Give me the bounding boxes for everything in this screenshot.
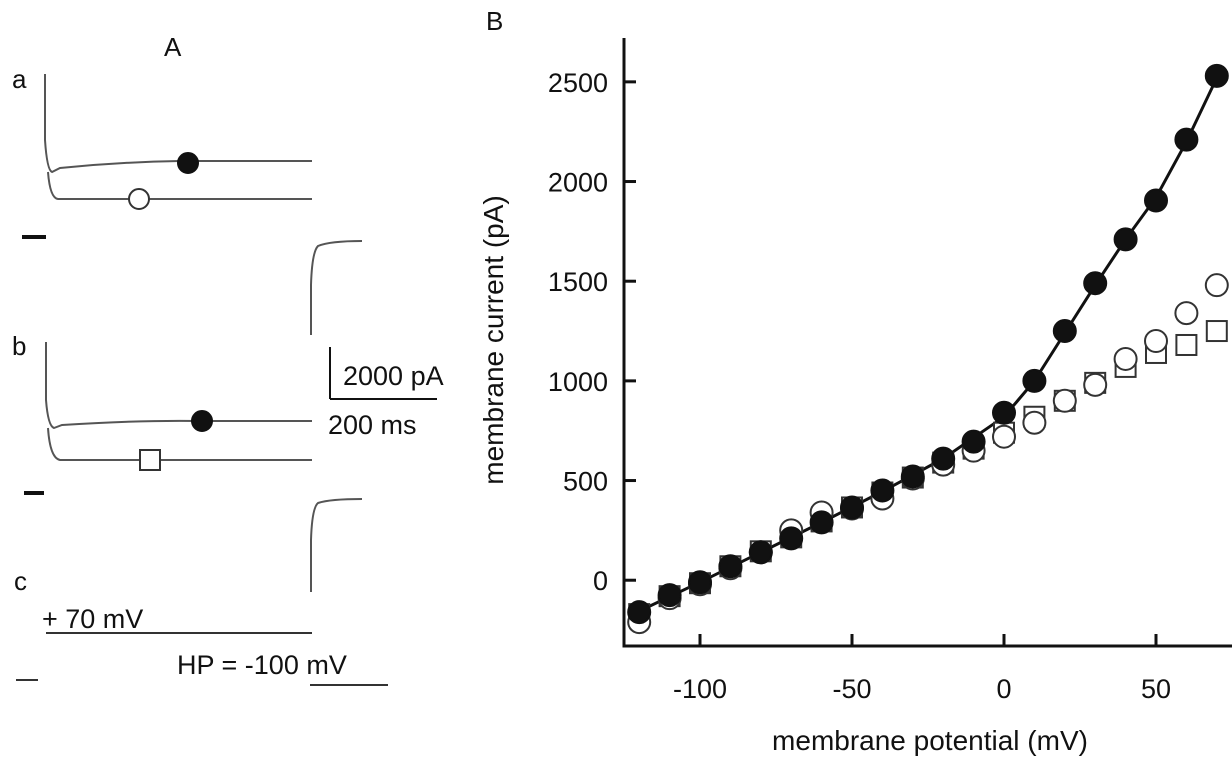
trace-a-upper: [44, 74, 312, 174]
x-tick-label: -50: [832, 674, 871, 704]
filled-circle-point: [748, 540, 773, 565]
trace-a-lower: [47, 171, 312, 200]
trace-b-upper: [45, 342, 312, 430]
open-circle-point: [1083, 372, 1108, 397]
filled-circle-point: [900, 464, 925, 489]
panel-b-letter: B: [486, 6, 503, 36]
filled-circle-point: [870, 478, 895, 503]
x-tick-label: -100: [673, 674, 727, 704]
filled-circle-point: [992, 400, 1016, 425]
y-tick-label: 2000: [548, 168, 608, 198]
y-axis-title: membrane current (pA): [478, 195, 509, 484]
trace-b-label: b: [12, 331, 26, 361]
data-points: [627, 63, 1229, 635]
trace-b-lower: [47, 427, 312, 461]
open-circle-point: [1174, 301, 1199, 326]
trace-b-filled-circle-marker: [191, 410, 213, 432]
filled-circle-point: [688, 570, 712, 595]
voltage-step-label: + 70 mV: [42, 604, 143, 634]
filled-circle-point: [657, 583, 682, 608]
open-square-point: [1205, 320, 1228, 343]
open-circle-point: [1204, 273, 1229, 298]
panel-a: A a b c 2000 pA 200 ms + 70 mV HP = -100…: [12, 32, 444, 686]
holding-potential-label: HP = -100 mV: [177, 650, 347, 680]
trace-b-tail: [310, 498, 363, 592]
y-tick-label: 1500: [548, 267, 608, 297]
filled-circle-point: [627, 600, 652, 625]
x-tick-label: 0: [996, 674, 1011, 704]
x-ticks: -100 -50 0 50: [673, 634, 1171, 704]
filled-circle-point: [779, 526, 804, 551]
open-circle-point: [992, 424, 1016, 449]
panel-b-chart: B 0 500 1000 1500 2000 2500 -100 -50 0 50 membra…: [478, 6, 1232, 756]
scale-current-label: 2000 pA: [343, 361, 444, 391]
filled-circle-point: [1083, 271, 1108, 296]
x-tick-label: 50: [1141, 674, 1171, 704]
filled-circle-point: [840, 495, 864, 520]
filled-circle-point: [1022, 368, 1047, 393]
y-tick-label: 0: [593, 566, 608, 596]
fit-line-filled: [638, 77, 1219, 613]
trace-a-label: a: [12, 64, 27, 94]
open-square-point: [1175, 333, 1198, 356]
filled-circle-point: [1204, 63, 1229, 88]
filled-circle-point: [931, 446, 956, 471]
trace-a-filled-circle-marker: [177, 152, 199, 174]
trace-c-label: c: [14, 566, 27, 596]
filled-circle-point: [1113, 227, 1138, 252]
panel-a-letter: A: [164, 32, 182, 62]
open-circle-point: [1022, 410, 1047, 435]
filled-circle-point: [809, 510, 834, 535]
open-circle-point: [1144, 329, 1168, 354]
open-circle-point: [1052, 388, 1077, 413]
y-tick-label: 500: [563, 467, 608, 497]
trace-a-open-circle-marker: [128, 188, 150, 210]
scale-time-label: 200 ms: [328, 410, 417, 440]
filled-circle-point: [718, 554, 743, 579]
filled-circle-point: [961, 429, 986, 454]
open-circle-point: [1113, 346, 1138, 371]
filled-circle-point: [1052, 319, 1077, 344]
trace-a-tail: [310, 240, 363, 335]
scale-bar: 2000 pA 200 ms: [328, 347, 444, 440]
filled-circle-point: [1144, 188, 1168, 213]
y-tick-label: 1000: [548, 367, 608, 397]
axis-lines: [622, 38, 1232, 648]
trace-b-open-square-marker: [139, 449, 161, 471]
filled-circle-point: [1174, 127, 1199, 152]
x-axis-title: membrane potential (mV): [772, 725, 1088, 756]
y-tick-label: 2500: [548, 68, 608, 98]
y-ticks: 0 500 1000 1500 2000 2500: [548, 68, 636, 596]
